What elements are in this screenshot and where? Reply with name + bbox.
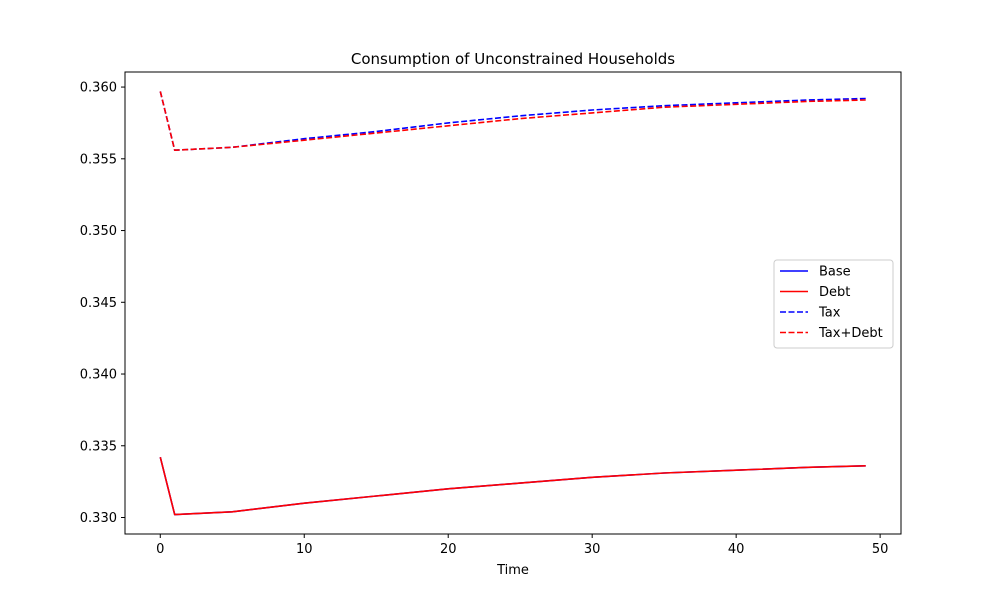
plot-frame <box>124 71 902 535</box>
x-tick-label: 50 <box>872 542 889 557</box>
series-line-debt <box>159 457 866 516</box>
x-tick-label: 20 <box>440 542 457 557</box>
y-tick-label: 0.355 <box>80 152 117 167</box>
series-lines <box>159 91 866 516</box>
chart-title: Consumption of Unconstrained Households <box>351 50 675 68</box>
legend-label-debt: Debt <box>819 285 850 300</box>
y-tick-label: 0.360 <box>80 81 117 96</box>
series-line-tax <box>159 91 866 151</box>
x-axis-label: Time <box>496 563 529 578</box>
y-tick-label: 0.330 <box>80 511 117 526</box>
y-tick-label: 0.350 <box>80 224 117 239</box>
x-axis-ticks: 0 10 20 30 40 50 <box>156 534 888 557</box>
y-tick-label: 0.340 <box>80 368 117 383</box>
series-line-base <box>159 457 866 516</box>
legend-box <box>773 259 894 349</box>
legend-label-tax: Tax <box>818 306 841 321</box>
y-axis-ticks: 0.330 0.335 0.340 0.345 0.350 0.355 0.360 <box>80 81 125 526</box>
legend-label-tax-debt: Tax+Debt <box>818 326 883 341</box>
y-tick-label: 0.335 <box>80 439 117 454</box>
x-tick-label: 10 <box>296 542 313 557</box>
x-tick-label: 40 <box>728 542 745 557</box>
x-tick-label: 30 <box>584 542 601 557</box>
y-tick-label: 0.345 <box>80 296 117 311</box>
x-tick-label: 0 <box>156 542 164 557</box>
legend: Base Debt Tax Tax+Debt <box>773 259 894 349</box>
series-line-tax-debt <box>159 91 866 151</box>
legend-label-base: Base <box>819 265 851 280</box>
